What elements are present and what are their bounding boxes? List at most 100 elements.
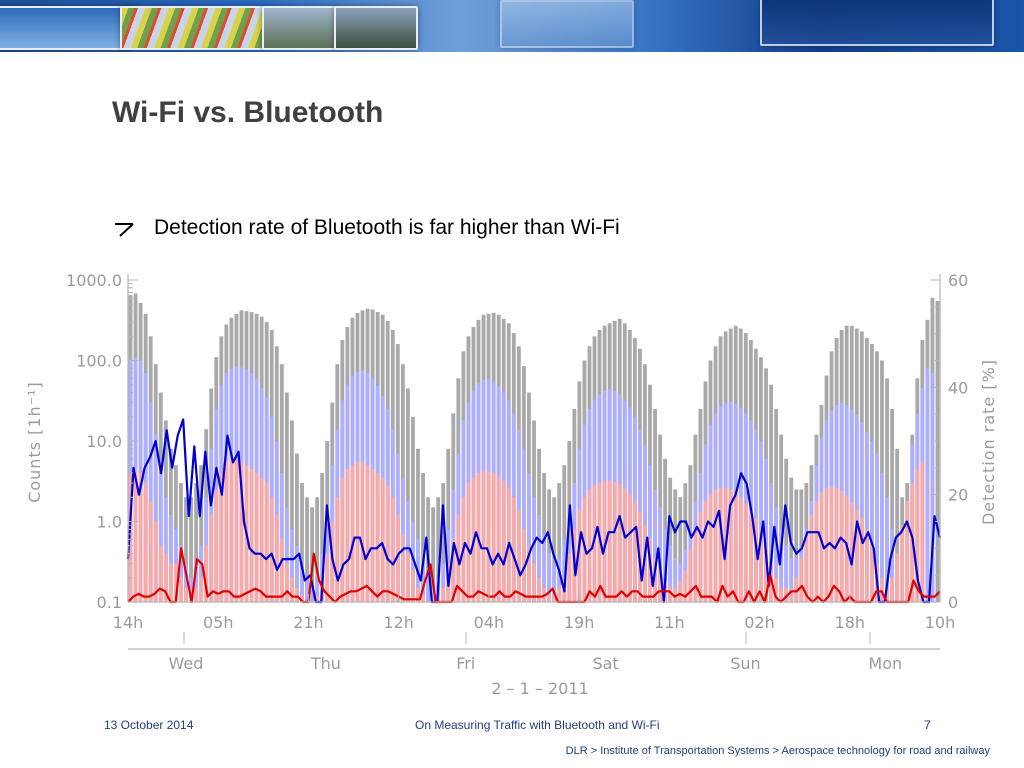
wifi-bar [718,488,723,602]
total-bar [885,378,889,602]
total-bar [441,483,446,602]
wifi-bar [173,563,178,602]
wifi-bar [481,471,486,602]
bluetooth-bar [925,368,930,602]
wifi-bar [567,553,572,602]
bluetooth-bar [168,515,173,602]
lines-layer [126,418,942,604]
footer-date: 13 October 2014 [104,718,194,732]
x-tick-label: 12h [383,613,414,632]
bluetooth-bar [869,441,874,602]
wifi-bar [869,545,874,602]
header-screen-image [0,6,138,50]
wifi-bar [214,489,219,602]
total-bar [552,497,557,602]
wifi-bar [774,577,779,602]
wifi-bar [577,509,582,602]
wifi-bar [370,468,375,602]
x-tick-label: 04h [474,613,505,632]
y-tick-label: 0.1 [97,593,122,612]
wifi-bar [859,518,864,602]
bluetooth-bar [279,473,284,602]
day-label: Sat [592,654,618,673]
total-bar [184,497,188,602]
wifi-bar [501,480,506,602]
bluetooth-bar [643,444,647,602]
wifi-bar [451,539,456,602]
wifi-bar [653,558,657,602]
bluetooth-bar [426,577,431,602]
header-monitor-image [760,0,994,46]
x-tick-label: 05h [203,613,234,632]
total-bar [890,408,895,602]
total-bar [431,507,436,602]
wifi-bar [895,553,900,602]
y-tick-label: 1000.0 [66,271,122,290]
wifi-bar [516,509,521,602]
bluetooth-bar [562,539,567,602]
day-label: Wed [169,654,204,673]
wifi-bar [592,485,597,602]
wifi-bar [138,473,143,602]
wifi-bar [789,587,794,602]
wifi-bar [486,471,491,602]
wifi-bar [617,484,622,602]
bluetooth-bar [405,500,410,602]
total-bar [547,489,552,602]
wifi-bar [713,489,718,602]
wifi-bar [764,545,768,602]
y2-axis-title: Detection rate [%] [979,359,998,525]
total-bar [562,465,567,602]
bluetooth-bar [864,431,869,602]
y2-tick-label: 60 [948,271,968,290]
wifi-bar [441,587,446,602]
wifi-bar [753,518,758,602]
total-bar [194,483,199,602]
bluetooth-bar [542,533,547,602]
page-number: 7 [924,718,931,732]
y-tick-label: 100.0 [76,352,122,371]
bt_rate-line [126,418,942,604]
wifi-bar [703,500,708,602]
wifi-bar [259,477,264,602]
arrow-bullet-icon [115,223,134,237]
bluetooth-bar [552,563,557,602]
wifi-bar [804,533,809,602]
wifi-bar [360,461,365,602]
total-bar [416,448,420,602]
x-tick-label: 18h [835,613,866,632]
wifi-bar [527,545,531,602]
wifi-bar [143,483,148,602]
wifi-bar [219,473,224,602]
wifi-bar [496,476,501,602]
total-bar [683,483,688,602]
bluetooth-bar [784,545,789,602]
bluetooth-bar [764,458,768,602]
wifi-bar [587,489,592,602]
wifi-bar [854,509,859,602]
total-bar [421,473,425,602]
wifi-bar [920,461,925,602]
labels-layer: 0.1 1.0 10.0 100.0 1000.0 60 40 20 0 14h 05h 21h 12h… [25,271,998,698]
wifi-bar [133,468,138,602]
bluetooth-bar [759,441,763,602]
wifi-bar [234,458,239,602]
wifi-bar [325,553,330,602]
wifi-bar [678,581,683,602]
x-tick-label: 21h [293,613,324,632]
wifi-bar [416,587,420,602]
total-bar [774,408,779,602]
wifi-bar [799,558,804,602]
wifi-bar [355,461,360,602]
day-label: Sun [730,654,760,673]
bars-layer [128,293,940,602]
y2-tick-label: 0 [948,593,958,612]
wifi-bar [491,473,496,602]
y2-tick-label: 40 [948,378,968,397]
wifi-bar [905,500,910,602]
bluetooth-bar [648,465,652,602]
total-bar [284,392,289,602]
bluetooth-bar [289,529,294,602]
wifi-bar [385,485,390,602]
wifi-bar [345,468,350,602]
